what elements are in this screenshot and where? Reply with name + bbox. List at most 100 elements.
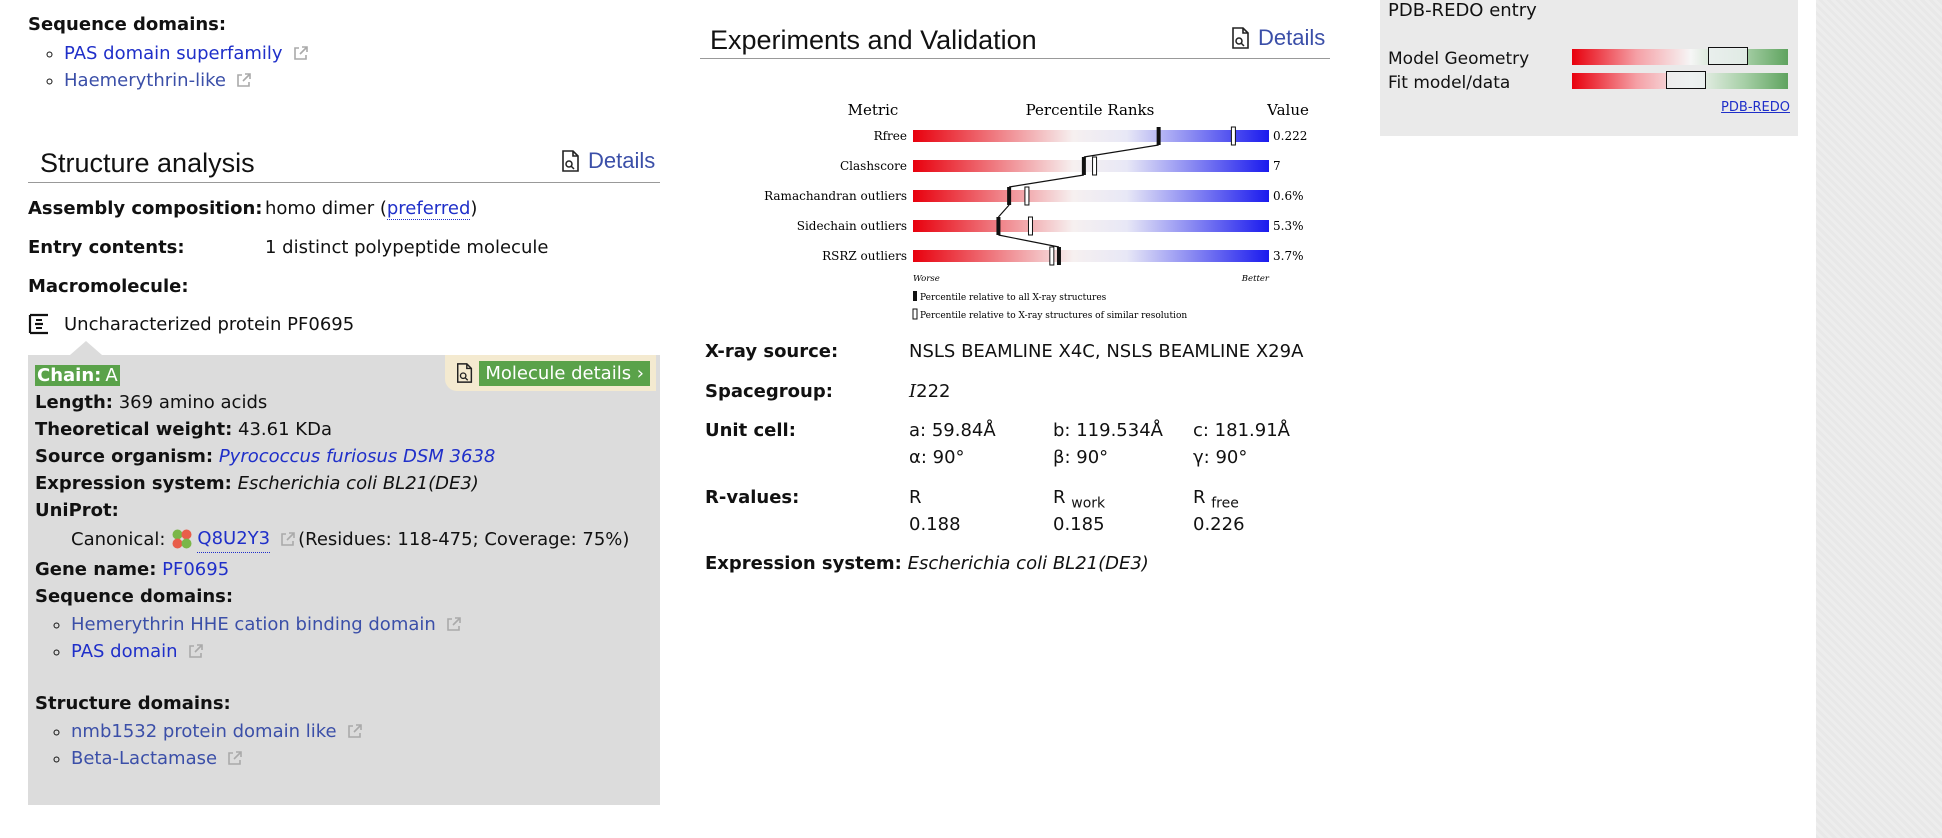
section-divider xyxy=(700,58,1330,59)
percentile-connector-line xyxy=(998,234,1060,248)
percentile-bar xyxy=(913,190,1269,202)
metric-label: Clashscore xyxy=(840,159,907,173)
external-link-icon[interactable] xyxy=(293,45,309,61)
list-item: PAS domain superfamily xyxy=(64,40,309,67)
chart-header-value: Value xyxy=(1266,101,1309,119)
fit-model-data-bar xyxy=(1572,71,1788,89)
all-xray-marker xyxy=(1007,187,1012,205)
metric-label: Rfree xyxy=(874,129,907,143)
assembly-composition-value: homo dimer (preferred) xyxy=(265,198,478,220)
percentile-connector-line xyxy=(997,204,1010,218)
r-header: R xyxy=(909,487,922,508)
sequence-domain-link[interactable]: Hemerythrin HHE cation binding domain xyxy=(71,614,436,635)
pdb-redo-link[interactable]: PDB-REDO xyxy=(1721,100,1790,115)
preferred-link[interactable]: preferred xyxy=(386,198,471,220)
sequence-domain-link[interactable]: PAS domain xyxy=(71,641,178,662)
source-organism-link[interactable]: Pyrococcus furiosus DSM 3638 xyxy=(218,446,496,467)
structure-analysis-title: Structure analysis xyxy=(40,148,255,178)
unit-cell-a: a: 59.84Å xyxy=(909,420,996,441)
assembly-composition-label: Assembly composition: xyxy=(28,198,263,219)
metric-value: 0.6% xyxy=(1273,189,1304,203)
details-label: Details xyxy=(1258,25,1326,50)
legend-label-all: Percentile relative to all X-ray structu… xyxy=(920,293,1107,303)
r-value: 0.188 xyxy=(909,514,961,535)
rfree-value: 0.226 xyxy=(1193,514,1245,535)
pdb-redo-panel: PDB-REDO entry Model Geometry Fit model/… xyxy=(1380,0,1798,136)
gene-name-row: Gene name: PF0695 xyxy=(35,559,230,580)
percentile-bar xyxy=(913,220,1269,232)
sequence-domain-list: PAS domain superfamily Haemerythrin-like xyxy=(28,40,309,94)
structure-domain-link[interactable]: nmb1532 protein domain like xyxy=(71,721,337,742)
macromolecule-row[interactable]: Uncharacterized protein PF0695 xyxy=(28,312,354,336)
chain-sequence-domain-list: Hemerythrin HHE cation binding domain PA… xyxy=(35,611,462,665)
external-link-icon[interactable] xyxy=(188,643,204,659)
unit-cell-b: b: 119.534Å xyxy=(1053,420,1163,441)
length-row: Length: 369 amino acids xyxy=(35,392,268,413)
list-item: Beta-Lactamase xyxy=(71,745,363,772)
xray-source-label: X-ray source: xyxy=(705,341,839,362)
similar-resolution-marker xyxy=(1049,246,1055,266)
metric-value: 0.222 xyxy=(1273,129,1307,143)
axis-label-worse: Worse xyxy=(913,274,940,284)
percentile-bar xyxy=(913,250,1269,262)
chain-sequence-domains-label: Sequence domains: xyxy=(35,586,234,607)
unit-cell-gamma: γ: 90° xyxy=(1193,447,1248,468)
list-item: Haemerythrin-like xyxy=(64,67,309,94)
external-link-icon[interactable] xyxy=(446,616,462,632)
axis-label-better: Better xyxy=(1241,274,1270,284)
xray-source-value: NSLS BEAMLINE X4C, NSLS BEAMLINE X29A xyxy=(909,341,1304,362)
macromolecule-name: Uncharacterized protein PF0695 xyxy=(64,313,355,335)
structure-domain-link[interactable]: Beta-Lactamase xyxy=(71,748,218,769)
source-organism-row: Source organism: Pyrococcus furiosus DSM… xyxy=(35,446,496,467)
list-item: PAS domain xyxy=(71,638,462,665)
legend-swatch-similar xyxy=(912,308,918,320)
external-link-icon[interactable] xyxy=(227,750,243,766)
all-xray-marker xyxy=(1056,247,1061,265)
chain-label: Chain: xyxy=(35,365,104,386)
similar-resolution-marker xyxy=(1230,126,1236,146)
pdb-redo-title: PDB-REDO entry xyxy=(1388,0,1537,21)
structure-details-link[interactable]: Details xyxy=(560,148,655,174)
collapse-toggle-icon[interactable] xyxy=(28,312,50,336)
all-xray-marker xyxy=(1156,127,1161,145)
fit-model-data-label: Fit model/data xyxy=(1388,73,1511,93)
spacegroup-value: I222 xyxy=(909,381,951,402)
chart-header-metric: Metric xyxy=(848,101,899,119)
external-link-icon[interactable] xyxy=(280,531,296,547)
metric-label: RSRZ outliers xyxy=(822,249,907,263)
list-item: Canonical: Q8U2Y3 (Residues: 118-475; Co… xyxy=(71,525,629,553)
experiments-details-link[interactable]: Details xyxy=(1230,25,1325,51)
section-divider xyxy=(28,182,660,183)
external-link-icon[interactable] xyxy=(347,723,363,739)
metric-label: Sidechain outliers xyxy=(797,219,907,233)
uniprot-label: UniProt: xyxy=(35,500,119,521)
similar-resolution-marker xyxy=(1024,186,1030,206)
details-label: Details xyxy=(588,148,656,173)
rwork-value: 0.185 xyxy=(1053,514,1105,535)
sequence-domain-link[interactable]: Haemerythrin-like xyxy=(64,70,226,91)
model-geometry-label: Model Geometry xyxy=(1388,49,1530,69)
expression-system-row: Expression system: Escherichia coli BL21… xyxy=(35,473,479,494)
chain-details-panel: Molecule details › Chain: A Length: 369 a… xyxy=(28,341,660,805)
list-item: Hemerythrin HHE cation binding domain xyxy=(71,611,462,638)
uniprot-list: Canonical: Q8U2Y3 (Residues: 118-475; Co… xyxy=(35,525,629,553)
uniprot-accession-link[interactable]: Q8U2Y3 xyxy=(197,525,271,553)
page-margin-background xyxy=(1816,0,1942,838)
external-link-icon[interactable] xyxy=(236,72,252,88)
gene-name-link[interactable]: PF0695 xyxy=(162,559,230,580)
chart-header-percentile: Percentile Ranks xyxy=(1026,101,1155,119)
entry-contents-value: 1 distinct polypeptide molecule xyxy=(265,237,549,258)
metric-value: 3.7% xyxy=(1273,249,1304,263)
macromolecule-label: Macromolecule: xyxy=(28,276,189,297)
similar-resolution-marker xyxy=(1027,216,1033,236)
document-icon xyxy=(562,150,579,172)
uniprot-logo-icon xyxy=(172,529,192,549)
chain-row: Chain: A xyxy=(35,365,120,386)
percentile-connector-line xyxy=(1083,144,1159,158)
list-item: nmb1532 protein domain like xyxy=(71,718,363,745)
molecule-details-button[interactable]: Molecule details › xyxy=(445,355,656,391)
unit-cell-c: c: 181.91Å xyxy=(1193,420,1290,441)
sequence-domain-link[interactable]: PAS domain superfamily xyxy=(64,43,283,64)
document-icon xyxy=(457,363,473,383)
chain-id: A xyxy=(103,365,120,386)
